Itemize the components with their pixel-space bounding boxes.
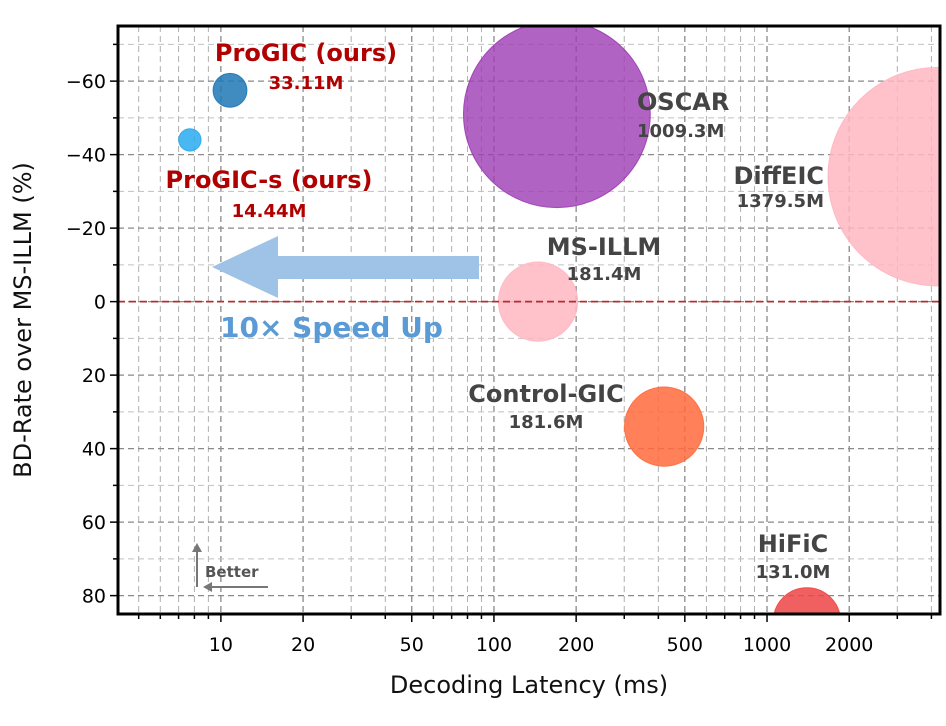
better-indicator [192, 543, 268, 592]
x-tick-label: 50 [400, 634, 424, 656]
size-label-diffeic: 1379.5M [737, 191, 824, 212]
x-tick-label: 500 [667, 634, 703, 656]
y-tick-label: 0 [94, 292, 106, 314]
x-tick-label: 1000 [743, 634, 791, 656]
x-tick-label: 200 [558, 634, 594, 656]
bubble-diffeic [827, 67, 940, 287]
speedup-label: 10× Speed Up [220, 311, 443, 344]
label-ms-illm: MS-ILLM [547, 233, 662, 261]
bubble-control-gic [624, 386, 705, 467]
x-tick-label: 20 [291, 634, 315, 656]
y-tick-label: −20 [66, 218, 106, 240]
y-tick-label: 40 [82, 439, 106, 461]
x-tick-label: 100 [476, 634, 512, 656]
size-label-progic-ours: 33.11M [269, 73, 344, 94]
size-label-progic-s-ours: 14.44M [232, 201, 307, 222]
better-label: Better [205, 563, 259, 581]
bubble-oscar [463, 26, 651, 209]
size-label-oscar: 1009.3M [637, 121, 724, 142]
bubble-hific [773, 587, 841, 614]
bubble-progic-ours [212, 72, 248, 108]
label-hific: HiFiC [758, 530, 829, 558]
x-axis-title: Decoding Latency (ms) [390, 671, 668, 699]
y-tick-label: 20 [82, 365, 106, 387]
plot-frame [116, 24, 942, 616]
label-diffeic: DiffEIC [733, 162, 824, 190]
size-label-hific: 131.0M [756, 562, 831, 583]
label-oscar: OSCAR [637, 88, 729, 116]
y-tick-label: −60 [66, 71, 106, 93]
bubble-progic-s-ours [178, 128, 202, 152]
bubble-layer [178, 26, 940, 614]
y-axis-title: BD-Rate over MS-ILLM (%) [9, 162, 37, 478]
size-label-control-gic: 181.6M [509, 412, 584, 433]
y-tick-label: 80 [82, 586, 106, 608]
bubble-labels: ProGIC (ours) 33.11M ProGIC-s (ours) 14.44M… [166, 39, 831, 583]
y-tick-label: 60 [82, 512, 106, 534]
x-tick-label: 2000 [825, 634, 873, 656]
y-tick-label: −40 [66, 145, 106, 167]
label-control-gic: Control-GIC [468, 380, 623, 408]
speedup-arrow [212, 236, 479, 298]
size-label-ms-illm: 181.4M [567, 264, 642, 285]
label-progic-ours: ProGIC (ours) [215, 39, 397, 67]
label-progic-s-ours: ProGIC-s (ours) [166, 166, 373, 194]
x-tick-label: 10 [209, 634, 233, 656]
